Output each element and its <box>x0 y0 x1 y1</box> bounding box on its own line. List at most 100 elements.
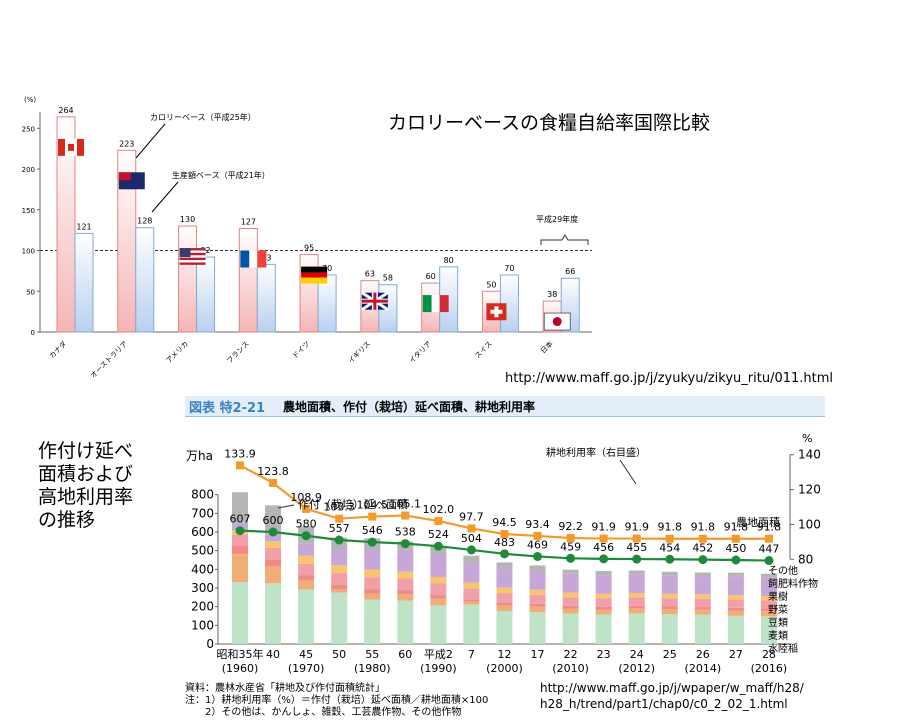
y-tick-label: 0 <box>206 637 214 651</box>
line-point <box>368 512 377 521</box>
stack-segment <box>430 595 447 599</box>
y-tick-label: 200 <box>191 600 214 614</box>
annotation-farmland: 農地面積 <box>736 515 780 529</box>
stack-segment <box>364 549 381 570</box>
stack-segment <box>661 575 678 594</box>
line-point <box>500 530 509 539</box>
stack-segment <box>595 571 612 576</box>
flag-stripe <box>431 295 440 313</box>
x-tick-label: 24 <box>630 648 644 661</box>
stack-segment <box>562 597 579 606</box>
data-label: 83 <box>261 253 271 262</box>
self-sufficiency-chart: (%) 0 50 100 150 200 250 264 121 カナダ 223 128 オーストラリア… <box>22 96 592 380</box>
stack-segment <box>496 587 513 594</box>
stack-segment <box>595 606 612 610</box>
stack-segment <box>529 603 546 607</box>
stack-segment <box>496 562 513 569</box>
stack-segment <box>661 571 678 576</box>
source-url-bottom[interactable]: http://www.maff.go.jp/j/wpaper/w_maff/h2… <box>540 681 804 711</box>
flag-stripe <box>422 295 432 313</box>
flag-stripe <box>77 138 84 156</box>
figure-header: 図表 特2-21 農地面積、作付（栽培）延べ面積、耕地利用率 <box>185 396 825 417</box>
stack-segment <box>331 592 348 644</box>
data-label: 447 <box>758 543 779 556</box>
x-tick-sublabel: (2016) <box>751 662 788 675</box>
stack-segment <box>232 546 248 555</box>
stack-segment <box>661 614 678 644</box>
stack-segment <box>298 543 315 556</box>
line-point <box>665 534 674 543</box>
stack-segment <box>727 599 744 608</box>
bar-calorie <box>299 254 319 333</box>
stack-segment <box>397 549 414 572</box>
stack-segment <box>595 614 612 644</box>
x-tick-label: 26 <box>696 648 710 661</box>
data-label: 546 <box>362 524 383 537</box>
stack-segment <box>331 565 348 574</box>
x-tick-label: ドイツ <box>291 340 312 361</box>
source-url-top[interactable]: http://www.maff.go.jp/j/zyukyu/zikyu_rit… <box>505 371 834 386</box>
data-label: 454 <box>659 541 680 554</box>
y2-axis-unit: % <box>802 432 812 445</box>
line-point <box>599 534 608 543</box>
annotation-year: 平成29年度 <box>536 214 578 224</box>
flag-stripe <box>301 277 328 284</box>
stack-segment <box>595 609 612 615</box>
flag-leaf <box>68 143 74 151</box>
x-tick-label: スイス <box>473 340 493 360</box>
australia-flag-icon <box>118 172 145 190</box>
data-label: 38 <box>547 290 557 299</box>
data-label: 95 <box>304 244 314 253</box>
canada-flag-icon <box>58 138 84 156</box>
data-label: 63 <box>365 270 375 279</box>
stack-segment <box>694 594 711 599</box>
stack-segment <box>496 593 513 603</box>
data-label: 452 <box>692 542 713 555</box>
x-tick-label: 17 <box>531 648 545 661</box>
stack-segment <box>430 554 447 577</box>
line-point <box>533 531 542 540</box>
x-tick-label: 12 <box>497 648 511 661</box>
data-label: 123.8 <box>257 465 289 478</box>
stack-segment <box>331 589 348 593</box>
data-label: 70 <box>504 264 514 273</box>
data-label: 459 <box>560 540 581 553</box>
flag-stripe <box>439 295 449 313</box>
germany-flag-icon <box>301 266 328 284</box>
bar-calorie <box>178 225 198 333</box>
stack-legend-label: 果樹 <box>768 590 788 603</box>
line-point <box>301 531 311 541</box>
data-label: 58 <box>383 274 393 283</box>
stack-segment <box>694 609 711 615</box>
stack-segment <box>727 595 744 600</box>
y-tick-label: 500 <box>191 544 214 558</box>
stack-segment <box>694 576 711 595</box>
data-label: 80 <box>444 256 454 265</box>
stack-segment <box>529 612 546 644</box>
stack-segment <box>463 562 480 583</box>
stack-segment <box>463 588 480 600</box>
bar-production <box>196 256 216 333</box>
flag-canton <box>179 248 191 258</box>
stack-segment <box>298 555 315 564</box>
stack-segment <box>496 610 513 644</box>
stack-segment <box>628 613 645 644</box>
x-tick-sublabel: (1980) <box>354 662 391 675</box>
x-tick-sublabel: (2000) <box>486 662 523 675</box>
stack-segment <box>397 590 414 595</box>
y-tick-label: 700 <box>191 506 214 520</box>
data-label: 91.9 <box>591 521 616 534</box>
data-label: 91.9 <box>624 521 649 534</box>
data-label: 524 <box>428 528 449 541</box>
flag-stripe <box>249 250 258 268</box>
x-tick-label: 25 <box>663 648 677 661</box>
stack-segment <box>595 575 612 594</box>
stack-segment <box>529 594 546 604</box>
page-title: カロリーベースの食糧自給率国際比較 <box>388 112 711 134</box>
stack-segment <box>694 614 711 644</box>
stack-segment <box>463 599 480 602</box>
line-point <box>400 539 410 549</box>
line-point <box>632 554 642 564</box>
data-label: 469 <box>527 538 548 551</box>
stack-segment <box>430 576 447 584</box>
